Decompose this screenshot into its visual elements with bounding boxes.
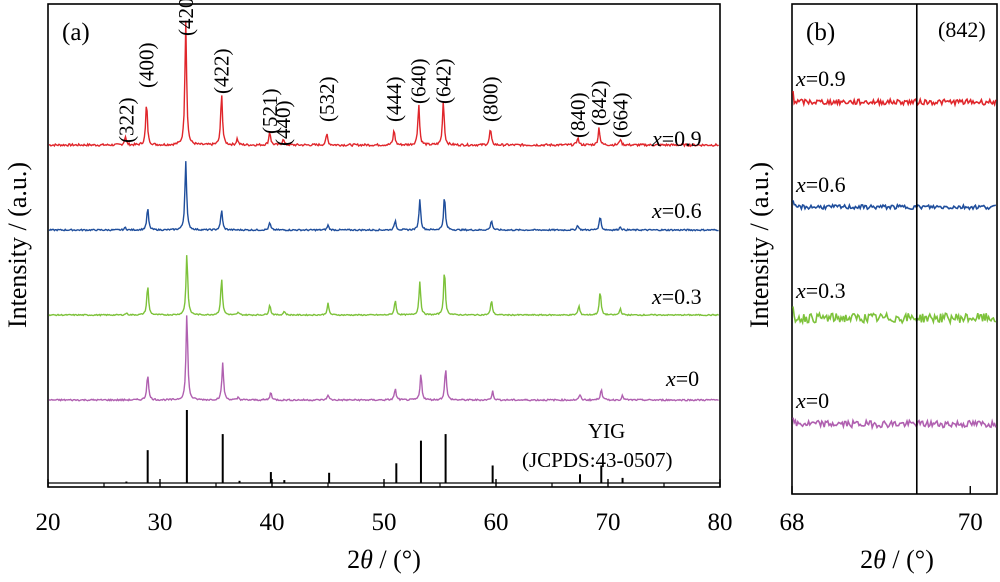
- diffraction-pattern-line: [48, 255, 720, 317]
- series-label: x=0.6: [795, 172, 846, 197]
- panel-b-label: (b): [806, 19, 835, 46]
- diffraction-pattern-line: [48, 315, 719, 402]
- panel-a-x-ticks: 20 30 40 50 60 70 80: [36, 479, 733, 536]
- x-tick-label: 40: [260, 509, 285, 536]
- series-label: x=0: [665, 366, 699, 391]
- x-tick-label: 50: [372, 509, 397, 536]
- diffraction-pattern-line: [48, 161, 719, 232]
- diffraction-pattern-line: [48, 20, 720, 148]
- x-tick-label: 30: [148, 509, 173, 536]
- series-label: x=0.6: [651, 198, 702, 223]
- zoomed-peak-line: [792, 306, 997, 326]
- panel-a-label: (a): [62, 19, 90, 46]
- panel-b-x-ticks: 68 70: [780, 486, 983, 536]
- miller-index-label: (532): [315, 77, 339, 123]
- miller-index-label: (642): [431, 59, 455, 105]
- miller-index-label: (422): [210, 49, 234, 95]
- miller-index-label: (440): [271, 101, 295, 147]
- miller-index-label: (842): [587, 81, 611, 127]
- miller-index-label: (420): [174, 0, 198, 36]
- panel-a-x-axis-label: 2θ / (°): [347, 545, 421, 574]
- series-label: x=0: [795, 388, 829, 413]
- zoomed-peak-line: [792, 417, 997, 431]
- panel-a-series: x=0.9 x=0.6 x=0.3 x=0: [48, 20, 720, 402]
- x-tick-label: 20: [36, 509, 61, 536]
- series-label: x=0.3: [795, 278, 846, 303]
- miller-index-label: (640): [407, 59, 431, 105]
- panel-a-chart: x=0.9x=0.6x=0.3x=0 (322)(400)(420)(422)(…: [3, 0, 733, 574]
- zoomed-peak-line: [792, 90, 997, 108]
- x-tick-label: 70: [958, 509, 983, 536]
- miller-index-label: (400): [135, 43, 159, 89]
- miller-index-labels: (322) (400) (420) (422) (521)(440) (532) (444)…: [114, 0, 632, 146]
- miller-index-label: (521): [258, 89, 282, 135]
- x-tick-label: 70: [596, 509, 621, 536]
- reference-code: (JCPDS:43-0507): [522, 448, 673, 472]
- series-label: x=0.9: [795, 66, 846, 91]
- miller-index-label: (800): [478, 77, 502, 123]
- panel-b-plot-frame: [791, 3, 998, 495]
- reference-name: YIG: [588, 419, 625, 443]
- panel-b-chart: x=0.9 x=0.6 x=0.3 x=0 68 70 (b) (842) Intens…: [745, 3, 998, 574]
- panel-a-y-axis-label: Intensity / (a.u.): [3, 162, 32, 328]
- series-label: x=0.3: [651, 284, 702, 309]
- panel-b-series: x=0.9 x=0.6 x=0.3 x=0: [792, 66, 997, 431]
- panel-b-x-axis-label: 2θ / (°): [860, 545, 934, 574]
- zoomed-peak-line: [792, 200, 996, 212]
- miller-index-label: (322): [114, 98, 138, 144]
- miller-index-label: (444): [382, 77, 406, 123]
- x-tick-label: 80: [708, 509, 733, 536]
- 842-reference-label: (842): [938, 17, 986, 42]
- x-tick-label: 60: [484, 509, 509, 536]
- miller-index-label: (664): [608, 93, 632, 139]
- series-label: x=0.9: [651, 126, 702, 151]
- panel-b-y-axis-label: Intensity / (a.u.): [745, 162, 774, 328]
- miller-index-label: (840): [566, 93, 590, 139]
- x-tick-label: 68: [780, 509, 805, 536]
